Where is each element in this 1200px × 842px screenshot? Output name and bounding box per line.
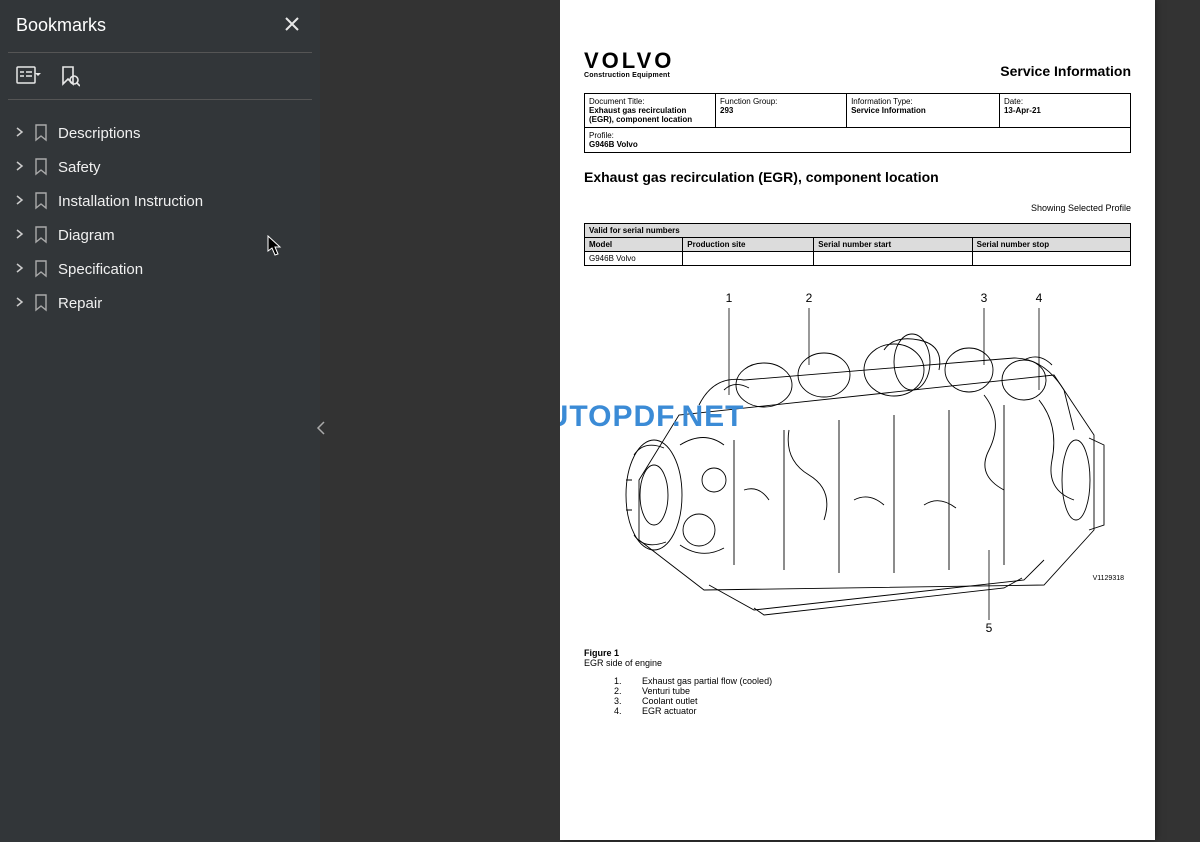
- bookmark-item-diagram[interactable]: Diagram: [8, 218, 312, 252]
- bookmark-label: Installation Instruction: [58, 193, 203, 210]
- bookmark-icon: [34, 294, 48, 312]
- chevron-right-icon: [16, 260, 24, 278]
- collapse-sidebar-icon[interactable]: [316, 421, 326, 438]
- serial-table: Valid for serial numbers Model Productio…: [584, 223, 1131, 266]
- bookmark-label: Diagram: [58, 227, 115, 244]
- meta-value: G946B Volvo: [589, 140, 638, 149]
- bookmark-icon: [34, 124, 48, 142]
- bookmark-icon: [34, 158, 48, 176]
- bookmark-item-descriptions[interactable]: Descriptions: [8, 116, 312, 150]
- brand-subtitle: Construction Equipment: [584, 72, 674, 79]
- serial-header: Valid for serial numbers: [585, 224, 1131, 238]
- serial-col: Production site: [683, 238, 814, 252]
- engine-diagram: AUTOPDF.NET 1 2 3 4 5: [584, 280, 1131, 640]
- meta-value: Exhaust gas recirculation (EGR), compone…: [589, 106, 692, 124]
- brand-word: VOLVO: [584, 50, 674, 72]
- meta-label: Document Title:: [589, 97, 711, 106]
- document-viewport[interactable]: VOLVO Construction Equipment Service Inf…: [560, 0, 1200, 842]
- bookmark-item-repair[interactable]: Repair: [8, 286, 312, 320]
- callout: 2: [806, 291, 813, 305]
- chevron-right-icon: [16, 124, 24, 142]
- chevron-right-icon: [16, 158, 24, 176]
- serial-cell: G946B Volvo: [585, 252, 683, 266]
- bookmark-icon: [34, 226, 48, 244]
- callout: 5: [986, 621, 993, 635]
- engine-svg: 1 2 3 4 5: [584, 280, 1131, 640]
- legend-row: 1. Exhaust gas partial flow (cooled): [614, 676, 1131, 686]
- meta-value: 293: [720, 106, 733, 115]
- serial-col: Model: [585, 238, 683, 252]
- legend-row: 4. EGR actuator: [614, 706, 1131, 716]
- close-icon[interactable]: [280, 12, 304, 38]
- bookmark-item-safety[interactable]: Safety: [8, 150, 312, 184]
- bookmarks-panel: Bookmarks: [0, 0, 320, 842]
- meta-value: 13-Apr-21: [1004, 106, 1041, 115]
- legend-row: 2. Venturi tube: [614, 686, 1131, 696]
- meta-value: Service Information: [851, 106, 926, 115]
- pdf-page: VOLVO Construction Equipment Service Inf…: [560, 0, 1155, 840]
- bookmark-icon: [34, 192, 48, 210]
- meta-label: Function Group:: [720, 97, 842, 106]
- bookmarks-header: Bookmarks: [0, 0, 320, 52]
- bookmark-label: Repair: [58, 295, 102, 312]
- chevron-right-icon: [16, 226, 24, 244]
- figure-label: Figure 1 EGR side of engine: [584, 648, 1131, 668]
- bookmark-item-specification[interactable]: Specification: [8, 252, 312, 286]
- serial-col: Serial number stop: [972, 238, 1130, 252]
- chevron-right-icon: [16, 192, 24, 210]
- figure-legend: 1. Exhaust gas partial flow (cooled) 2. …: [584, 676, 1131, 716]
- bookmarks-list: Descriptions Safety Installation Instruc…: [0, 110, 320, 326]
- bookmark-item-installation[interactable]: Installation Instruction: [8, 184, 312, 218]
- chevron-right-icon: [16, 294, 24, 312]
- serial-col: Serial number start: [814, 238, 972, 252]
- image-code: V1129318: [1093, 575, 1125, 582]
- page-header: VOLVO Construction Equipment Service Inf…: [584, 50, 1131, 79]
- bookmarks-toolbar: [0, 63, 320, 99]
- watermark-text: AUTOPDF.NET: [560, 400, 744, 434]
- legend-row: 3. Coolant outlet: [614, 696, 1131, 706]
- viewer-gutter: [320, 0, 560, 842]
- figure-caption: EGR side of engine: [584, 658, 662, 668]
- callout: 1: [726, 291, 733, 305]
- legend-num: 1.: [614, 676, 628, 686]
- serial-cell: [814, 252, 972, 266]
- serial-cell: [683, 252, 814, 266]
- profile-note: Showing Selected Profile: [584, 203, 1131, 213]
- options-icon[interactable]: [16, 65, 42, 87]
- bookmark-label: Specification: [58, 261, 143, 278]
- legend-num: 3.: [614, 696, 628, 706]
- divider: [8, 52, 312, 53]
- find-bookmark-icon[interactable]: [58, 65, 80, 87]
- legend-text: Exhaust gas partial flow (cooled): [642, 676, 772, 686]
- divider: [8, 99, 312, 100]
- bookmark-label: Safety: [58, 159, 101, 176]
- bookmarks-title: Bookmarks: [16, 15, 106, 36]
- brand-block: VOLVO Construction Equipment: [584, 50, 674, 79]
- legend-text: EGR actuator: [642, 706, 697, 716]
- header-right: Service Information: [1000, 63, 1131, 79]
- meta-label: Profile:: [589, 131, 1126, 140]
- callout: 4: [1036, 291, 1043, 305]
- legend-num: 4.: [614, 706, 628, 716]
- meta-label: Information Type:: [851, 97, 995, 106]
- legend-text: Coolant outlet: [642, 696, 698, 706]
- legend-num: 2.: [614, 686, 628, 696]
- metadata-table: Document Title: Exhaust gas recirculatio…: [584, 93, 1131, 153]
- section-title: Exhaust gas recirculation (EGR), compone…: [584, 169, 1131, 185]
- figure-number: Figure 1: [584, 648, 619, 658]
- bookmark-icon: [34, 260, 48, 278]
- callout: 3: [981, 291, 988, 305]
- meta-label: Date:: [1004, 97, 1126, 106]
- legend-text: Venturi tube: [642, 686, 690, 696]
- serial-cell: [972, 252, 1130, 266]
- bookmark-label: Descriptions: [58, 125, 141, 142]
